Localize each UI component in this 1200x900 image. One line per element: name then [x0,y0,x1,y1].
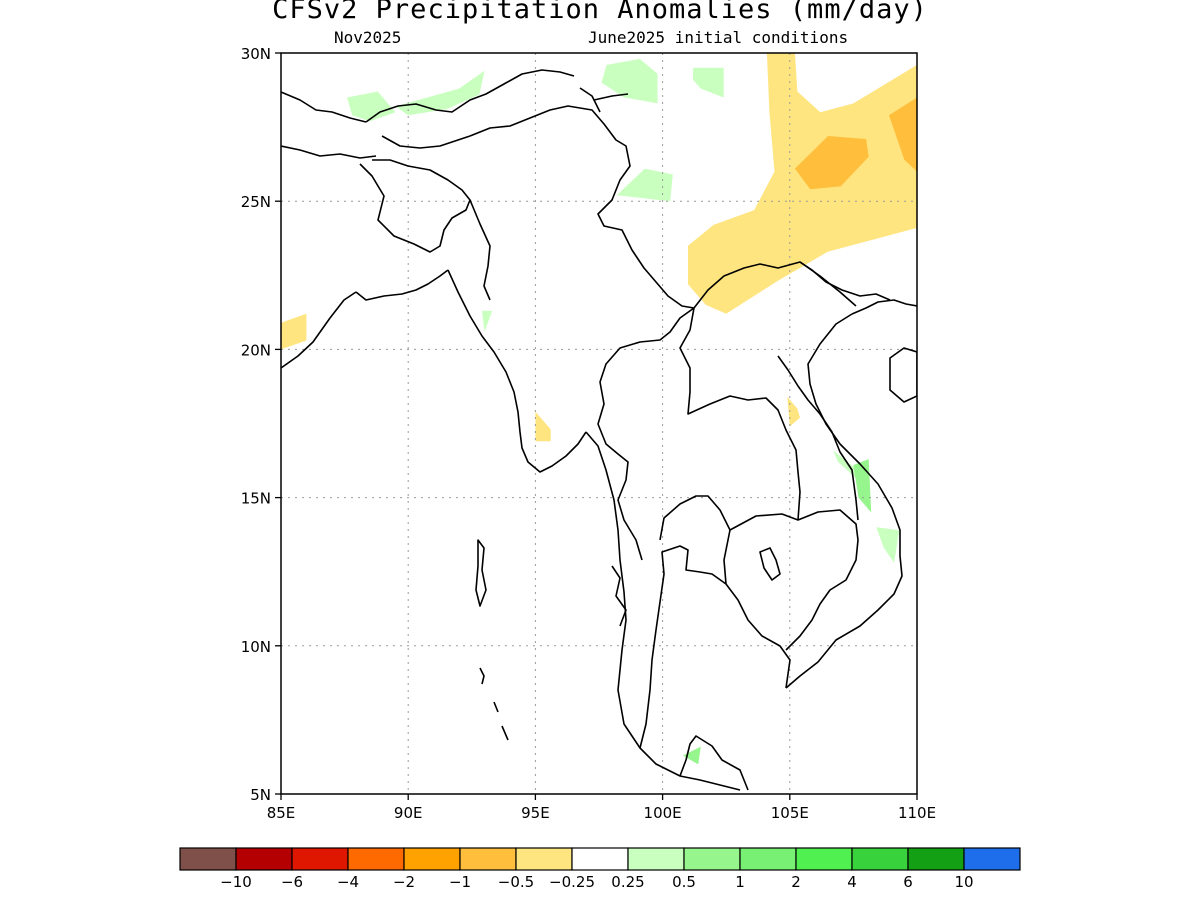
anomaly-region-yunnan-wet-north [601,58,658,104]
mergui-archipelago [611,565,627,627]
anomaly-region-vietnam-wet-north [833,450,861,483]
andaman-islands [475,539,487,607]
tibet-inner-lines [579,87,629,113]
cambodia-thailand-border [723,509,859,651]
hainan-island [889,347,917,403]
malay-peninsula-coast [679,735,749,791]
colorbar-tick-label: 4 [847,873,857,891]
laos-thailand-border [679,307,801,521]
colorbar-boxes [179,847,1021,871]
myanmar-west-coast [447,269,587,473]
initial-conditions-label: June2025 initial conditions [588,28,849,47]
latitude-tick-label: 30N [241,45,271,63]
colorbar-swatch [739,847,797,871]
colorbar-swatch [795,847,853,871]
colorbar-swatch [459,847,517,871]
colorbar-swatch [179,847,237,871]
anomaly-region-malay-wet-speck [683,746,701,765]
bengal-delta-coast [355,269,449,301]
india-east-coastline [281,291,357,369]
colorbar-tick-label: −4 [337,873,359,891]
longitude-tick-label: 90E [394,804,423,822]
colorbar-swatch [291,847,349,871]
colorbar-tick-label: 2 [791,873,801,891]
china-vietnam-border [799,261,891,301]
colorbar-tick-label: −10 [220,873,252,891]
anomaly-region-sichuan-wet-small [693,67,724,98]
map-frame [280,52,918,795]
anomaly-region-bay-of-bengal-dry [281,313,307,350]
colorbar-swatch [907,847,965,871]
anomaly-regions [281,53,917,765]
colorbar-tick-label: 0.5 [672,873,696,891]
colorbar-swatch [571,847,629,871]
myanmar-thailand-border [597,307,695,561]
colorbar-swatch [347,847,405,871]
colorbar-swatch [403,847,461,871]
india-china-northern-border [281,145,377,159]
longitude-tick-label: 100E [644,804,682,822]
longitude-tick-label: 95E [521,804,550,822]
colorbar-tick-label: −0.5 [498,873,534,891]
colorbar-tick-label: −1 [449,873,471,891]
colorbar-tick-label: 10 [954,873,973,891]
latitude-tick-label: 20N [241,341,271,359]
india-nepal-border [281,91,367,123]
colorbar-labels: −10 −6 −4 −2 −1 −0.5 −0.25 0.25 0.5 1 2 4 6 10 [220,873,973,891]
longitude-tick-label: 110E [898,804,936,822]
myanmar-north-border [469,105,695,309]
colorbar-swatch [963,847,1021,871]
colorbar-tick-label: −2 [393,873,415,891]
latitude-tick-label: 10N [241,638,271,656]
colorbar-swatch [627,847,685,871]
latitude-tick-label: 25N [241,193,271,211]
anomaly-region-tibet-wet-west [347,91,396,122]
anomaly-region-vietnam-wet-south [876,527,900,563]
bangladesh-border [359,159,471,253]
colorbar-tick-label: −0.25 [549,873,595,891]
latitude-tick-label: 15N [241,490,271,508]
anomaly-region-hunan-drier-core [889,97,917,172]
colorbar-tick-label: −6 [281,873,303,891]
tonle-sap-lake [759,547,781,581]
anomaly-region-laos-dry-streak [787,396,800,427]
coastlines-and-borders [281,69,917,791]
thailand-isan-border [659,495,731,541]
anomaly-region-myanmar-dry-streak [535,411,551,442]
longitude-tick-label: 105E [771,804,809,822]
colorbar-swatch [515,847,573,871]
india-myanmar-border [469,199,491,301]
gulf-of-thailand-coast [639,545,791,749]
colorbar-tick-label: 1 [735,873,745,891]
colorbar-tick-label: 6 [903,873,913,891]
anomaly-region-guizhou-drier-core [794,136,869,190]
colorbar-tick-label: 0.25 [611,873,644,891]
anomaly-region-south-china-dry [688,53,917,314]
longitude-tick-label: 85E [267,804,296,822]
nicobar-islands [479,667,509,741]
anomaly-region-yunnan-wet-south [616,168,673,202]
vietnam-coastline [785,313,903,689]
south-china-coast [851,299,917,315]
latitude-tick-label: 5N [250,786,271,804]
chart-title: CFSv2 Precipitation Anomalies (mm/day) [272,0,928,25]
laos-vietnam-border [777,355,859,521]
nepal-china-border [365,69,575,123]
colorbar-swatch [851,847,909,871]
map-axes: 85E 90E 95E 100E 105E 110E 30N 25N 20N 15N 10N 5N [241,45,936,822]
graticule [281,53,917,794]
tenasserim-coast [585,431,741,791]
forecast-month: Nov2025 [334,28,402,47]
colorbar-swatch [683,847,741,871]
colorbar-swatch [235,847,293,871]
anomaly-region-arakan-wet [482,310,493,332]
bhutan-border [381,135,471,149]
